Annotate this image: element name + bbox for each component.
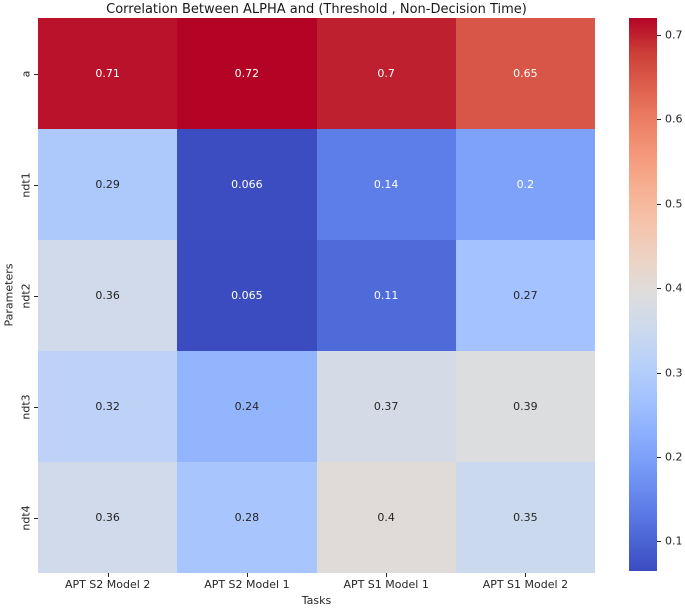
y-tick-mark <box>34 406 38 408</box>
x-tick-label: APT S1 Model 2 <box>482 578 569 591</box>
heatmap-cell-a-3: 0.7 <box>316 18 456 129</box>
heatmap-cell-ndt2-2: 0.065 <box>177 240 317 351</box>
colorbar-tick-label: 0.5 <box>665 197 683 211</box>
x-tick-mark <box>107 573 109 577</box>
x-tick-label: APT S2 Model 1 <box>204 578 290 591</box>
heatmap-grid: 0.71 0.72 0.7 0.65 0.29 0.066 0.14 0.2 0.36 0.065… <box>38 18 595 573</box>
heatmap-cell-ndt4-2: 0.28 <box>177 462 317 573</box>
colorbar-tick-mark <box>657 203 661 205</box>
heatmap-cell-ndt4-4: 0.35 <box>455 462 595 573</box>
heatmap-cell-ndt2-4: 0.27 <box>455 240 595 351</box>
heatmap-cell-ndt1-4: 0.2 <box>455 129 595 240</box>
x-tick-mark <box>246 573 248 577</box>
colorbar-tick-label: 0.6 <box>665 112 683 126</box>
heatmap-cell-ndt3-2: 0.24 <box>177 351 317 462</box>
heatmap-cell-ndt4-1: 0.36 <box>38 462 178 573</box>
y-tick-label: ndt4 <box>19 504 33 531</box>
colorbar-tick-mark <box>657 541 661 543</box>
heatmap-cell-a-2: 0.72 <box>177 18 317 129</box>
colorbar-tick-mark <box>657 457 661 459</box>
y-tick-label: ndt1 <box>19 171 33 198</box>
heatmap-cell-ndt1-2: 0.066 <box>177 129 317 240</box>
colorbar-tick-mark <box>657 34 661 36</box>
heatmap-cell-ndt3-1: 0.32 <box>38 351 178 462</box>
chart-title: Correlation Between ALPHA and (Threshold… <box>106 2 527 17</box>
colorbar-tick-mark <box>657 372 661 374</box>
x-tick-mark <box>525 573 527 577</box>
heatmap-cell-ndt1-3: 0.14 <box>316 129 456 240</box>
y-tick-mark <box>34 184 38 186</box>
x-tick-label: APT S2 Model 2 <box>64 578 151 591</box>
colorbar-tick-label: 0.1 <box>665 534 683 548</box>
heatmap-cell-ndt2-3: 0.11 <box>316 240 456 351</box>
x-axis-label: Tasks <box>301 594 332 607</box>
colorbar-tick-label: 0.7 <box>665 28 683 42</box>
heatmap-cell-ndt3-4: 0.39 <box>455 351 595 462</box>
heatmap-cell-a-4: 0.65 <box>455 18 595 129</box>
y-tick-mark <box>34 295 38 297</box>
x-tick-label: APT S1 Model 1 <box>343 578 429 591</box>
heatmap-cell-a-1: 0.71 <box>38 18 178 129</box>
y-tick-mark <box>34 73 38 75</box>
colorbar-tick-label: 0.3 <box>665 366 683 380</box>
colorbar-tick-mark <box>657 288 661 290</box>
y-tick-mark <box>34 517 38 519</box>
heatmap-cell-ndt3-3: 0.37 <box>316 351 456 462</box>
colorbar <box>629 18 657 571</box>
heatmap-cell-ndt2-1: 0.36 <box>38 240 178 351</box>
y-tick-label: ndt3 <box>19 393 33 420</box>
heatmap-cell-ndt1-1: 0.29 <box>38 129 178 240</box>
heatmap-cell-ndt4-3: 0.4 <box>316 462 456 573</box>
x-tick-mark <box>386 573 388 577</box>
colorbar-tick-label: 0.2 <box>665 450 683 464</box>
colorbar-tick-label: 0.4 <box>665 281 683 295</box>
colorbar-tick-mark <box>657 119 661 121</box>
y-axis-label: Parameters <box>2 263 16 327</box>
y-tick-label: a <box>19 70 33 77</box>
y-tick-label: ndt2 <box>19 282 33 309</box>
